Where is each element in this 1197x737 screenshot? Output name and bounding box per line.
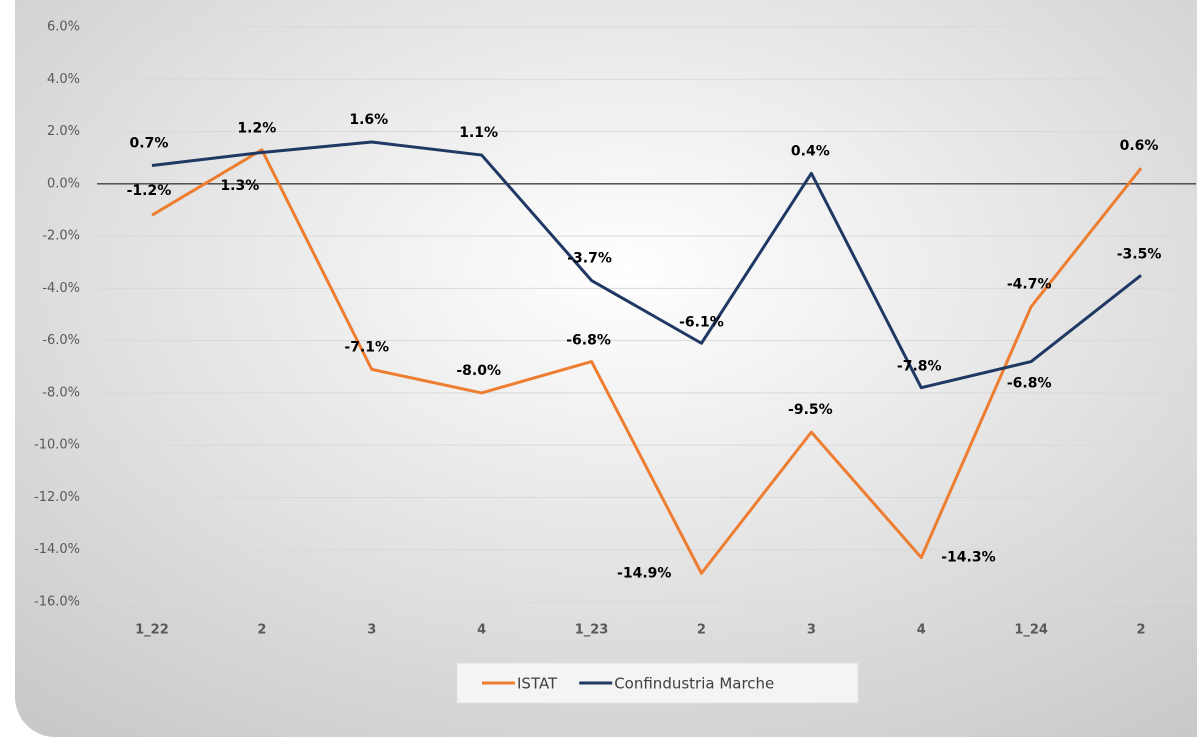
x-tick-label: 4 [917,623,926,638]
data-label: -3.7% [567,251,612,267]
y-tick-label: 4.0% [47,72,80,87]
data-label: -14.3% [941,550,995,566]
legend-label: Confindustria Marche [614,675,774,693]
data-label: -6.8% [1007,376,1052,392]
data-label: 1.1% [459,125,498,141]
data-label: -3.5% [1117,246,1162,262]
y-tick-label: -10.0% [34,438,80,453]
data-label: -7.1% [344,339,389,355]
y-tick-label: -12.0% [34,490,80,505]
data-label: 0.4% [791,143,830,159]
x-tick-label: 2 [1137,623,1146,638]
y-tick-label: 0.0% [47,176,80,191]
y-tick-label: -2.0% [42,229,80,244]
x-tick-label: 1_24 [1014,623,1048,638]
data-label: 1.6% [349,112,388,128]
data-label: -9.5% [788,402,833,418]
data-label: -6.1% [679,314,724,330]
data-label: 1.2% [237,120,276,136]
x-tick-label: 4 [477,623,486,638]
data-label: -1.2% [127,183,172,199]
data-label: 0.6% [1120,138,1159,154]
data-label: -7.8% [897,359,942,375]
y-tick-label: -8.0% [42,385,80,400]
y-tick-label: -4.0% [42,281,80,296]
data-label: 0.7% [130,136,169,152]
x-tick-label: 1_23 [575,623,609,638]
data-label: -6.8% [566,333,611,349]
data-label: -14.9% [617,565,671,581]
data-label: 1.3% [220,178,259,194]
x-tick-label: 2 [697,623,706,638]
y-tick-label: 2.0% [47,124,80,139]
series-line [151,148,1143,575]
x-tick-label: 2 [257,623,266,638]
legend-box [456,662,859,704]
x-tick-label: 1_22 [135,623,169,638]
x-tick-label: 3 [807,623,816,638]
y-tick-label: -14.0% [34,542,80,557]
y-tick-label: -16.0% [34,595,80,610]
data-label: -8.0% [456,363,501,379]
y-tick-label: 6.0% [47,20,80,35]
y-tick-label: -6.0% [42,333,80,348]
data-label: -4.7% [1007,277,1052,293]
series-line [151,140,1142,390]
x-tick-label: 3 [367,623,376,638]
legend-label: ISTAT [517,675,558,693]
